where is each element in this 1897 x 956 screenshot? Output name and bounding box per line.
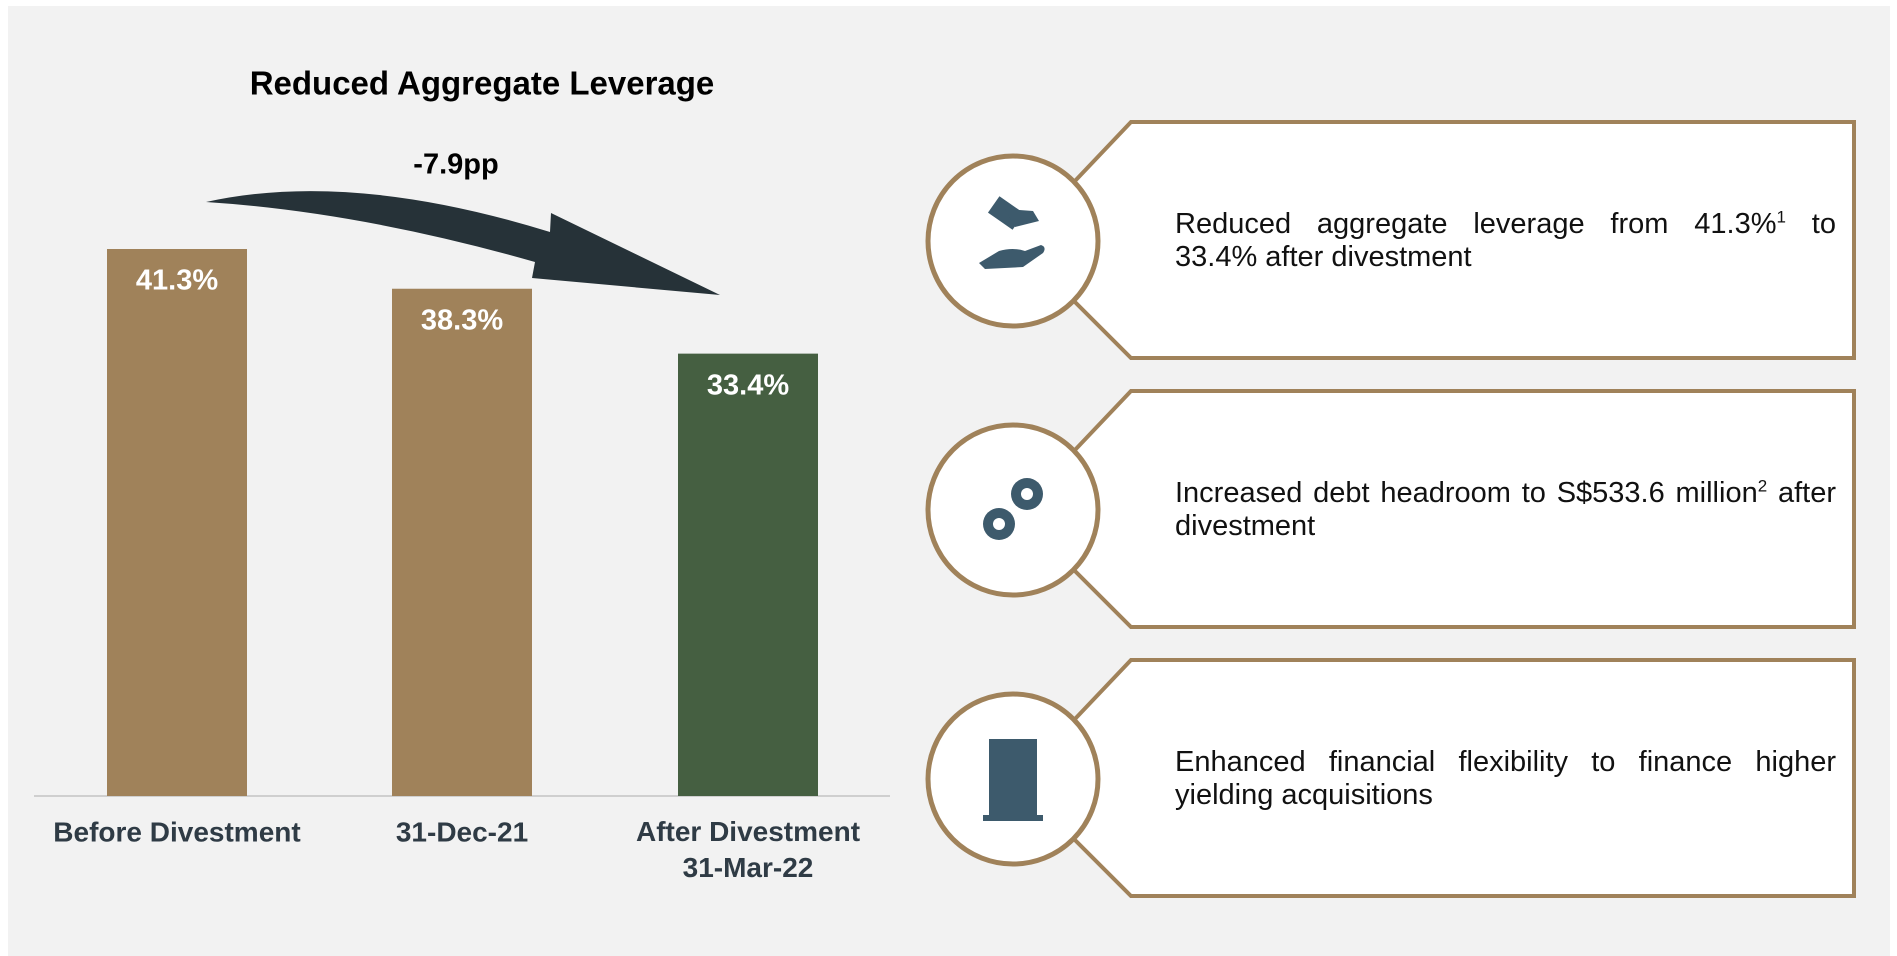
panel-text: Increased debt headroom to S$533.6 milli…: [1175, 477, 1836, 543]
panel-text-part: after divestment: [1175, 477, 1836, 542]
panel-text: Enhanced financial flexibility to financ…: [1175, 746, 1836, 812]
x-tick-label: 31-Dec-21: [396, 816, 528, 847]
bar: [678, 353, 818, 796]
chart-title: Reduced Aggregate Leverage: [250, 65, 715, 102]
panels: [925, 120, 1856, 898]
annotation: -7.9pp: [413, 149, 498, 181]
panel-icon-circle: [925, 422, 1101, 598]
panel-icon: [979, 196, 1045, 269]
arrow: [206, 191, 720, 295]
panel-icon-circle: [925, 153, 1101, 329]
panel-text-part: Enhanced financial flexibility to financ…: [1175, 746, 1836, 811]
bar: [107, 249, 247, 796]
value-label: 38.3%: [421, 304, 503, 336]
panel-text-part: Increased debt headroom to S$533.6 milli…: [1175, 477, 1758, 509]
panel-text: Reduced aggregate leverage from 41.3%1 t…: [1175, 208, 1836, 274]
footnote-mark: 1: [1776, 207, 1786, 227]
panel-text-part: to 33.4% after divestment: [1175, 208, 1836, 273]
value-label: 33.4%: [707, 369, 789, 401]
panel-text-part: Reduced aggregate leverage from 41.3%: [1175, 208, 1777, 240]
panel-icon: [983, 478, 1043, 540]
footnote-mark: 2: [1757, 476, 1768, 496]
panel-icon: [983, 739, 1043, 821]
bar: [392, 288, 532, 796]
x-tick-label: Before Divestment: [53, 816, 300, 847]
x-tick-label: After Divestment 31-Mar-22: [636, 816, 860, 883]
value-label: 41.3%: [136, 265, 218, 297]
